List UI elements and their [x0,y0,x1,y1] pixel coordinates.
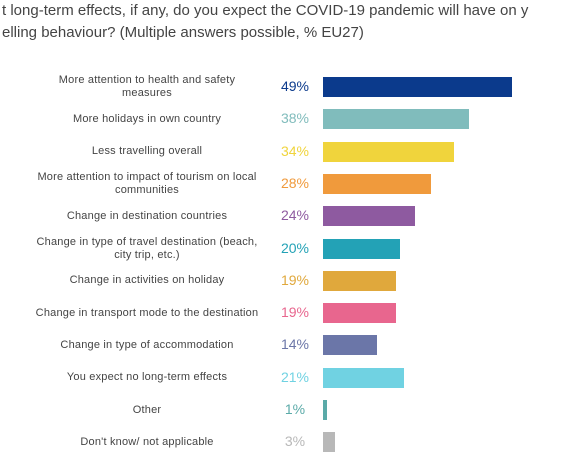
chart-title: elling behaviour? (Multiple answers poss… [2,24,364,41]
category-label: Change in destination countries [66,209,228,222]
bar [323,77,512,97]
bar [323,270,397,291]
category-label: Change in activities on holiday [69,274,225,287]
category-label: Other [132,403,162,416]
category-label: More holidays in own country [72,112,222,125]
chart-title: t long-term effects, if any, do you expe… [2,2,529,19]
bar [323,141,454,162]
category-label: Change in type of travel destination (be… [36,235,258,261]
value-label: 38% [280,110,310,127]
bar [323,109,470,130]
value-label: 24% [280,207,310,224]
value-label: 14% [280,336,310,353]
category-label: More attention to impact of tourism on l… [37,170,257,196]
bar [323,206,416,227]
bar [323,303,397,324]
bar [323,432,335,453]
category-label: Change in type of accommodation [60,338,234,351]
value-label: 19% [280,271,310,288]
value-label: 3% [284,433,306,450]
value-label: 19% [280,304,310,321]
value-label: 1% [284,401,306,417]
bar [323,367,404,388]
category-label: You expect no long-term effects [66,371,228,384]
category-label: Don't know/ not applicable [80,435,214,448]
bar [323,238,400,259]
category-label: Less travelling overall [91,145,203,158]
value-label: 28% [280,174,310,191]
category-label: Change in transport mode to the destinat… [35,306,259,319]
category-label: More attention to health and safety meas… [58,74,236,99]
bar [323,335,377,356]
value-label: 34% [280,142,310,159]
bar [323,400,327,420]
value-label: 49% [280,78,310,94]
value-label: 21% [280,368,310,385]
bar [323,173,431,194]
value-label: 20% [280,239,310,256]
